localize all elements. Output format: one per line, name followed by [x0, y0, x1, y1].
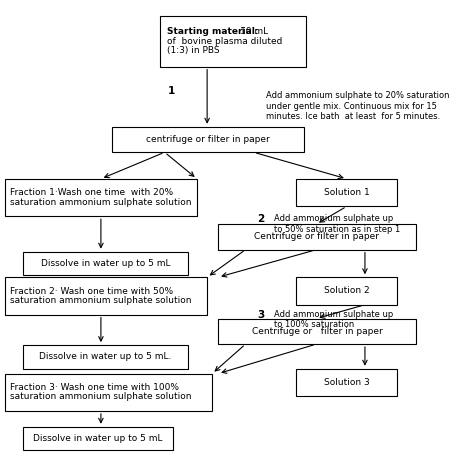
Text: Solution 3: Solution 3 — [324, 378, 370, 387]
Text: Centrifuge or filter in paper: Centrifuge or filter in paper — [255, 232, 379, 241]
Text: Add ammonium sulphate up
to 50% saturation as in step 1: Add ammonium sulphate up to 50% saturati… — [274, 214, 400, 234]
Bar — [160, 16, 306, 67]
Text: saturation ammonium sulphate solution: saturation ammonium sulphate solution — [10, 296, 191, 305]
Text: Fraction 3· Wash one time with 100%: Fraction 3· Wash one time with 100% — [10, 383, 179, 392]
Text: Fraction 2· Wash one time with 50%: Fraction 2· Wash one time with 50% — [10, 287, 173, 296]
Bar — [218, 224, 416, 250]
Bar — [296, 369, 397, 396]
Text: 1: 1 — [168, 86, 175, 96]
Text: Dissolve in water up to 5 mL: Dissolve in water up to 5 mL — [41, 259, 170, 268]
Text: Dissolve in water up to 5 mL: Dissolve in water up to 5 mL — [33, 434, 163, 443]
Text: 10 mL: 10 mL — [239, 27, 268, 36]
Text: Dissolve in water up to 5 mL.: Dissolve in water up to 5 mL. — [39, 352, 172, 361]
Bar — [296, 277, 397, 305]
Text: Add ammonium sulphate to 20% saturation
under gentle mix. Continuous mix for 15
: Add ammonium sulphate to 20% saturation … — [266, 91, 449, 121]
Bar — [218, 318, 416, 344]
Text: 3: 3 — [257, 310, 264, 320]
Bar — [112, 127, 304, 152]
Text: centrifuge or filter in paper: centrifuge or filter in paper — [146, 135, 270, 144]
Text: Solution 2: Solution 2 — [324, 286, 370, 295]
Text: Starting material:: Starting material: — [167, 27, 258, 36]
Text: (1:3) in PBS: (1:3) in PBS — [167, 46, 219, 55]
Text: Solution 1: Solution 1 — [324, 188, 370, 197]
Text: Fraction 1·Wash one time  with 20%: Fraction 1·Wash one time with 20% — [10, 188, 173, 197]
Bar — [23, 427, 173, 450]
Bar — [23, 345, 188, 369]
Bar — [5, 277, 207, 315]
Bar — [296, 179, 397, 207]
Text: saturation ammonium sulphate solution: saturation ammonium sulphate solution — [10, 393, 191, 402]
Text: saturation ammonium sulphate solution: saturation ammonium sulphate solution — [10, 198, 191, 207]
Text: 2: 2 — [257, 214, 264, 224]
Bar — [23, 251, 188, 275]
Text: Add ammonium sulphate up
to 100% saturation: Add ammonium sulphate up to 100% saturat… — [274, 310, 393, 329]
Text: Centrifuge or   filter in paper: Centrifuge or filter in paper — [252, 327, 382, 336]
Bar — [5, 179, 197, 216]
Bar — [5, 374, 212, 411]
Text: of  bovine plasma diluted: of bovine plasma diluted — [167, 37, 282, 46]
